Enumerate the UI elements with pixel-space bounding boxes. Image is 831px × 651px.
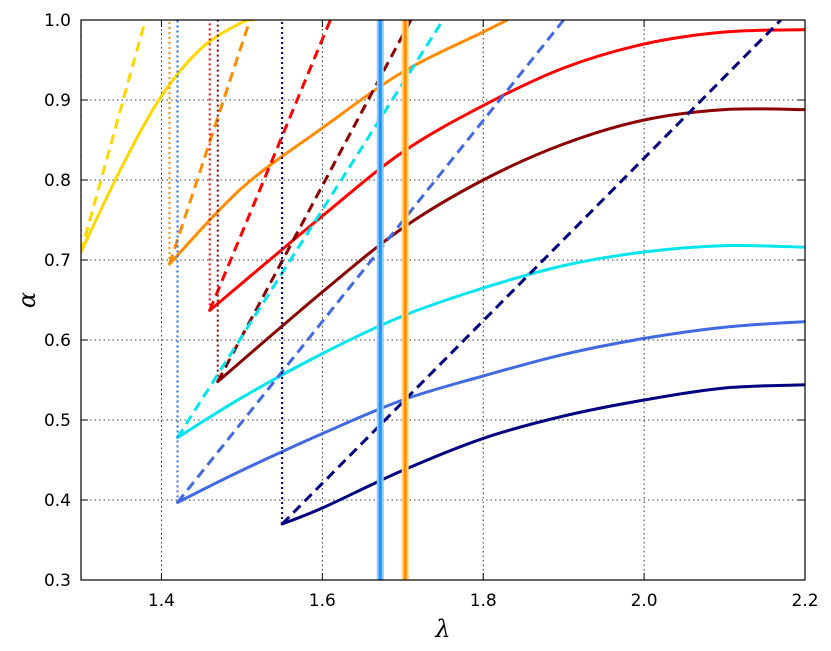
- series-dashed-line: [208, 20, 332, 311]
- x-tick-label: 2.0: [631, 591, 658, 611]
- series-solid-curve: [176, 243, 805, 440]
- series-dashed-line: [176, 20, 565, 504]
- x-axis-label: λ: [434, 615, 450, 643]
- x-tick-label: 2.2: [791, 591, 818, 611]
- series-solid-curve: [81, 20, 256, 254]
- series-solid-curve: [167, 20, 509, 266]
- series-1: [81, 20, 256, 254]
- series-solid-curve: [280, 383, 805, 526]
- series-dashed-line: [81, 20, 147, 253]
- x-tick-label: 1.6: [309, 591, 336, 611]
- axis-ticks: 1.4 1.6 1.8 2.0 2.2 0.3 0.4 0.5 0.6 0.7 0.8 0.9 1.0: [44, 11, 819, 611]
- y-axis-label: α: [13, 292, 41, 308]
- series-7: [280, 20, 805, 526]
- y-tick-label: 0.3: [44, 571, 71, 591]
- y-tick-label: 0.5: [44, 411, 71, 431]
- series-solid-curve: [176, 320, 805, 504]
- y-tick-label: 0.9: [44, 91, 71, 111]
- x-tick-label: 1.4: [148, 591, 175, 611]
- series-2: [167, 20, 509, 266]
- series-5: [176, 20, 805, 440]
- y-tick-label: 1.0: [44, 11, 71, 31]
- series-dashed-line: [281, 20, 782, 526]
- y-tick-label: 0.7: [44, 251, 71, 271]
- series-dashed-line: [168, 20, 252, 265]
- x-tick-label: 1.8: [470, 591, 497, 611]
- y-tick-label: 0.4: [44, 491, 71, 511]
- series-dashed-line: [176, 20, 445, 439]
- series-6: [176, 20, 805, 504]
- series-solid-curve: [216, 107, 805, 384]
- y-tick-label: 0.6: [44, 331, 71, 351]
- plot-frame: [80, 19, 806, 581]
- y-tick-label: 0.8: [44, 171, 71, 191]
- data-layer: [81, 20, 805, 580]
